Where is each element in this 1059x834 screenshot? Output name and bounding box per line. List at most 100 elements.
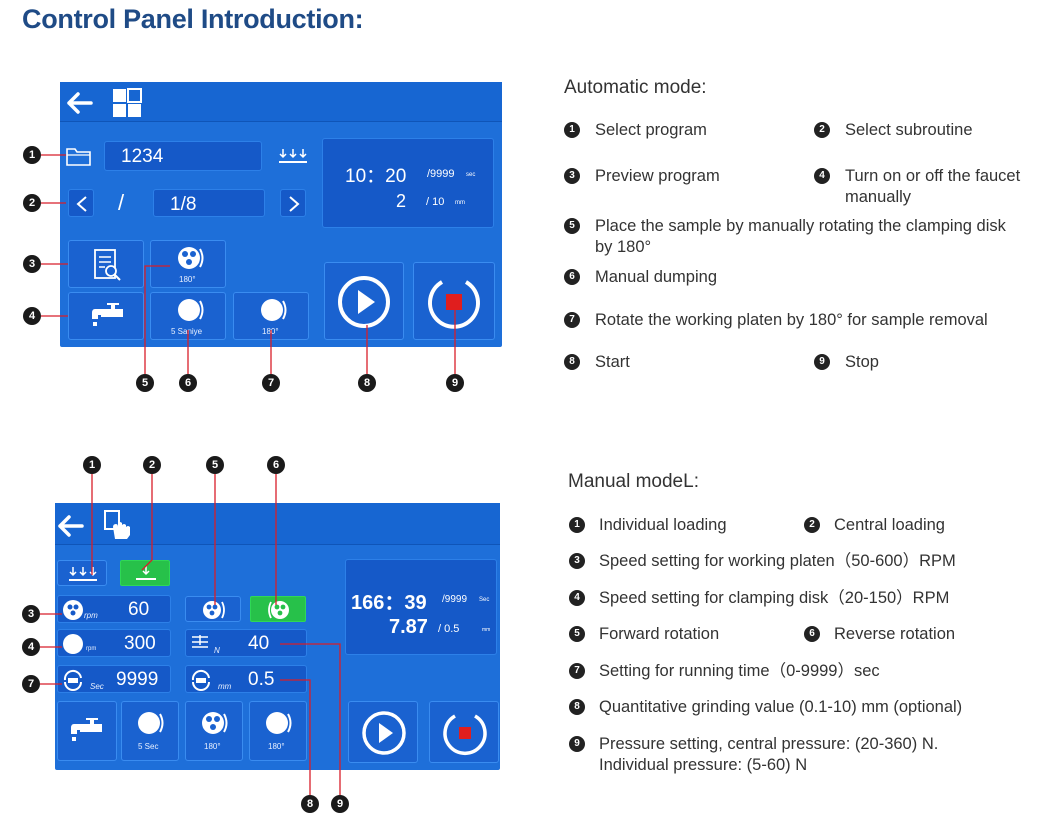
callout-1: 1 <box>83 456 101 474</box>
pressure-field[interactable]: N 40 <box>185 629 307 657</box>
auto-item-6: Manual dumping <box>595 268 717 286</box>
callout-3: 3 <box>23 255 41 273</box>
manual-start-button[interactable] <box>348 701 418 763</box>
display-depth: 2 <box>396 191 407 211</box>
manual-stop-button[interactable] <box>429 701 499 763</box>
pressure-value: 40 <box>248 633 270 654</box>
platen-speed-icon <box>63 600 83 620</box>
manual-item-9-cont: Individual pressure: (5-60) N <box>599 756 808 774</box>
manual-heading: Manual modeL: <box>568 471 699 492</box>
manual-item-num-8: 8 <box>569 699 585 715</box>
platen-rotate-icon <box>261 299 287 321</box>
platen-speed-field[interactable]: rpm 60 <box>57 595 171 623</box>
forward-rotation-icon <box>203 601 225 619</box>
preview-program-button[interactable] <box>68 240 144 288</box>
manual-item-9: Pressure setting, central pressure: (20-… <box>599 735 939 753</box>
folder-icon[interactable] <box>66 146 92 166</box>
rotate-clamping-disk-button[interactable]: 180° <box>150 240 226 288</box>
auto-item-9: Stop <box>845 353 879 371</box>
reverse-rotation-button[interactable] <box>250 596 306 622</box>
manual-item-1: Individual loading <box>599 516 727 534</box>
loading-arrows-icon[interactable] <box>278 148 308 164</box>
callout-7: 7 <box>262 374 280 392</box>
grinding-depth-field[interactable]: mm 0.5 <box>185 665 307 693</box>
auto-item-num-5: 5 <box>564 218 580 234</box>
subroutine-field[interactable]: 1/8 <box>153 189 265 217</box>
manual-display-depth-limit: / 0.5 <box>438 623 460 635</box>
manual-platen-180-button[interactable]: 180° <box>249 701 307 761</box>
manual-item-num-4: 4 <box>569 590 585 606</box>
auto-item-2: Select subroutine <box>845 121 973 139</box>
disk-speed-icon <box>63 634 83 654</box>
stop-icon <box>443 714 487 755</box>
automatic-heading: Automatic mode: <box>564 77 707 98</box>
individual-loading-icon <box>69 567 97 581</box>
callout-4: 4 <box>23 307 41 325</box>
disk-speed-field[interactable]: rpm 300 <box>57 629 171 657</box>
auto-item-num-3: 3 <box>564 168 580 184</box>
grinding-depth-unit: mm <box>218 682 232 691</box>
manual-faucet-button[interactable] <box>57 701 117 761</box>
faucet-icon <box>71 718 102 741</box>
callout-9: 9 <box>446 374 464 392</box>
rotate-platen-label: 180° <box>262 327 279 336</box>
back-arrow-icon[interactable] <box>66 92 94 114</box>
auto-item-4: Turn on or off the faucet <box>845 167 1021 185</box>
dump-label: 5 Saniye <box>171 327 203 336</box>
auto-item-num-6: 6 <box>564 269 580 285</box>
manual-item-2: Central loading <box>834 516 945 534</box>
manual-display-time-limit: /9999 <box>442 594 468 605</box>
prev-subroutine-button[interactable] <box>68 189 94 217</box>
display-time-unit: sec <box>466 172 476 178</box>
chevron-left-icon <box>76 196 87 212</box>
callout-3: 3 <box>22 605 40 623</box>
callout-6: 6 <box>179 374 197 392</box>
rotate-platen-button[interactable]: 180° <box>233 292 309 340</box>
forward-rotation-button[interactable] <box>185 596 241 622</box>
hand-touch-icon[interactable] <box>103 509 133 541</box>
program-value: 1234 <box>121 146 164 167</box>
preview-document-icon <box>94 249 121 281</box>
pressure-unit: N <box>214 646 220 655</box>
panel-top-bar <box>55 503 500 545</box>
faucet-button[interactable] <box>68 292 144 340</box>
display-time-limit: /9999 <box>427 168 455 180</box>
auto-item-num-2: 2 <box>814 122 830 138</box>
pressure-icon <box>192 635 208 648</box>
manual-item-3: Speed setting for working platen（50-600）… <box>599 552 956 570</box>
manual-item-7: Setting for running time（0-9999）sec <box>599 662 880 680</box>
manual-display-time: 166：39 <box>351 592 427 614</box>
clamping-disk-rotate-icon <box>202 712 228 734</box>
auto-item-num-8: 8 <box>564 354 580 370</box>
manual-item-num-9: 9 <box>569 736 585 752</box>
manual-dump-button[interactable]: 5 Sec <box>121 701 179 761</box>
display-time: 10：20 <box>345 166 407 187</box>
program-field[interactable]: 1234 <box>104 141 262 171</box>
auto-item-3: Preview program <box>595 167 720 185</box>
manual-forward-180-button[interactable]: 180° <box>185 701 243 761</box>
manual-status-display: 166：39 /9999 Sec 7.87 / 0.5 mm <box>345 559 497 655</box>
manual-platen-label: 180° <box>268 742 285 751</box>
menu-grid-icon[interactable] <box>112 88 142 118</box>
back-arrow-icon[interactable] <box>57 515 85 537</box>
callout-9: 9 <box>331 795 349 813</box>
running-time-field[interactable]: Sec 9999 <box>57 665 171 693</box>
auto-item-5-cont: by 180° <box>595 238 652 256</box>
play-icon <box>362 711 406 755</box>
next-subroutine-button[interactable] <box>280 189 306 217</box>
callout-6: 6 <box>267 456 285 474</box>
running-time-value: 9999 <box>116 669 159 690</box>
callout-2: 2 <box>23 194 41 212</box>
start-button[interactable] <box>324 262 404 340</box>
individual-loading-button[interactable] <box>57 560 107 586</box>
manual-item-num-1: 1 <box>569 517 585 533</box>
central-loading-icon <box>136 566 156 580</box>
stop-button[interactable] <box>413 262 495 340</box>
callout-7: 7 <box>22 675 40 693</box>
manual-item-num-7: 7 <box>569 663 585 679</box>
manual-dump-label: 5 Sec <box>138 742 159 751</box>
central-loading-button[interactable] <box>120 560 170 586</box>
disk-speed-unit: rpm <box>86 646 97 652</box>
manual-item-num-6: 6 <box>804 626 820 642</box>
callout-8: 8 <box>358 374 376 392</box>
